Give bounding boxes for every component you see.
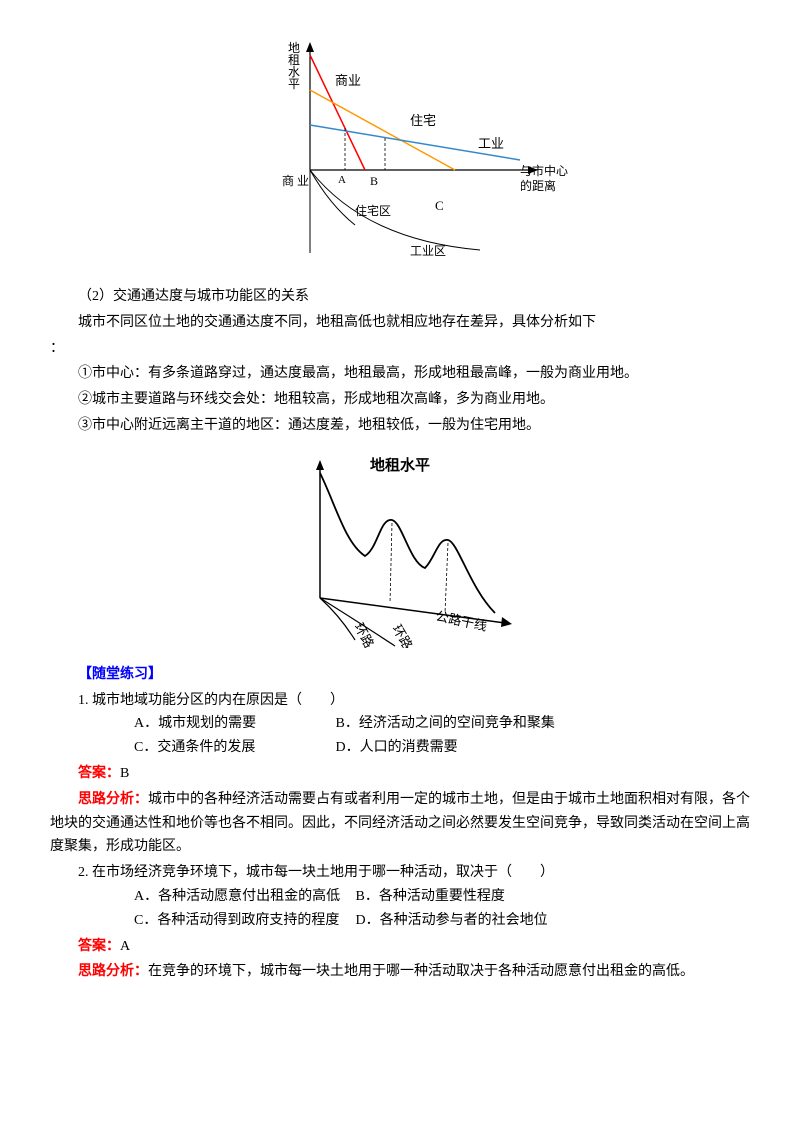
q1-analysis-label: 思路分析： [78,792,148,807]
q2-options-row2: C．各种活动得到政府支持的程度 D．各种活动参与者的社会地位 [50,909,750,933]
diagram1-arc-c: C [435,198,444,213]
section2-point1: ①市中心：有多条道路穿过，通达度最高，地租最高，形成地租最高峰，一般为商业用地。 [50,362,750,386]
diagram1-xlab-a: A [338,174,346,186]
q1-optD: D．人口的消费需要 [336,740,458,755]
q2-answer-label: 答案： [78,939,120,954]
q1-options-row2: C．交通条件的发展 D．人口的消费需要 [50,736,750,760]
rent-distance-chart: 地 租 水 平 商业 住宅 工业 与市中心 的距离 商 业 A B 住宅区 C … [210,30,590,270]
diagram1-y-label-4: 平 [288,77,300,91]
diagram1-arc-industrial: 工业区 [410,244,446,258]
diagram2-lab2: 环路 [389,622,415,648]
section2-intro-a: 城市不同区位土地的交通通达度不同，地租高低也就相应地存在差异，具体分析如下 [50,311,750,335]
section2-point2: ②城市主要道路与环线交会处：地租较高，形成地租次高峰，多为商业用地。 [50,388,750,412]
q2-options-row1: A．各种活动愿意付出租金的高低 B．各种活动重要性程度 [50,885,750,909]
q2-answer: A [120,939,130,954]
q2-optD: D．各种活动参与者的社会地位 [356,913,548,928]
q2-analysis: 在竞争的环境下，城市每一块土地用于哪一种活动取决于各种活动愿意付出租金的高低。 [148,964,694,979]
rent-curve-chart: 地租水平 环路 环路 公路干线 [260,448,540,648]
diagram1-xlab-b: B [370,174,378,188]
q2-optA: A．各种活动愿意付出租金的高低 [92,885,352,909]
section2-heading: （2）交通通达度与城市功能区的关系 [50,285,750,309]
q1-stem: 1. 城市地域功能分区的内在原因是（ ） [50,689,750,713]
diagram1-arc-residential: 住宅区 [355,203,391,218]
q1-options-row1: A．城市规划的需要 B．经济活动之间的空间竞争和聚集 [50,712,750,736]
section2-point3: ③市中心附近远离主干道的地区：通达度差，地租较低，一般为住宅用地。 [50,414,750,438]
diagram1-commercial-label: 商业 [335,73,361,88]
q1-analysis: 城市中的各种经济活动需要占有或者利用一定的城市土地，但是由于城市土地面积相对有限… [50,792,750,855]
diagram2-lab1: 环路 [351,620,376,648]
q1-answer-label: 答案： [78,766,120,781]
q1-optB: B．经济活动之间的空间竞争和聚集 [336,716,555,731]
diagram1-container: 地 租 水 平 商业 住宅 工业 与市中心 的距离 商 业 A B 住宅区 C … [50,30,750,270]
q1-answer-line: 答案：B [50,762,750,786]
q2-stem: 2. 在市场经济竞争环境下，城市每一块土地用于哪一种活动，取决于（ ） [50,861,750,885]
q2-answer-line: 答案：A [50,935,750,959]
section2-intro-colon: ： [50,337,750,361]
q2-optC: C．各种活动得到政府支持的程度 [92,909,352,933]
q1-analysis-line: 思路分析：城市中的各种经济活动需要占有或者利用一定的城市土地，但是由于城市土地面… [50,788,750,859]
q1-optC: C．交通条件的发展 [92,736,332,760]
q2-optB: B．各种活动重要性程度 [356,889,505,904]
diagram1-x-label-2: 的距离 [520,178,556,193]
q1-optA: A．城市规划的需要 [92,712,332,736]
practice-section-title: 【随堂练习】 [50,663,750,687]
q1-answer: B [120,766,129,781]
q2-analysis-label: 思路分析： [78,964,148,979]
diagram1-x-label-1: 与市中心 [520,163,568,178]
diagram2-container: 地租水平 环路 环路 公路干线 [50,448,750,648]
diagram2-y-label: 地租水平 [370,456,430,474]
diagram1-xlab-commercial: 商 业 [282,173,309,188]
diagram1-residential-label: 住宅 [410,113,436,128]
diagram2-lab3: 公路干线 [434,608,488,633]
diagram1-industrial-label: 工业 [478,136,504,151]
q2-analysis-line: 思路分析：在竞争的环境下，城市每一块土地用于哪一种活动取决于各种活动愿意付出租金… [50,960,750,984]
